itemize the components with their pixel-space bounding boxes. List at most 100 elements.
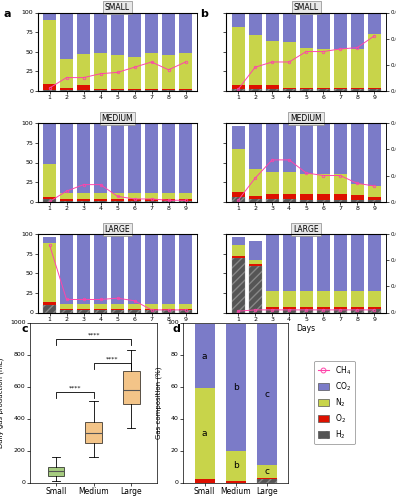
Bar: [334, 235, 346, 292]
Bar: [351, 307, 364, 308]
Bar: [368, 307, 381, 308]
Bar: [351, 88, 364, 89]
Bar: [77, 199, 90, 201]
Bar: [334, 194, 346, 200]
Bar: [249, 85, 261, 89]
Bar: [43, 20, 56, 84]
Bar: [60, 310, 73, 312]
Bar: [94, 201, 107, 202]
Text: c: c: [264, 467, 269, 476]
Bar: [162, 12, 175, 56]
Bar: [283, 42, 295, 88]
PathPatch shape: [123, 370, 140, 404]
Bar: [43, 236, 56, 243]
PathPatch shape: [85, 422, 102, 442]
Bar: [179, 310, 192, 312]
Bar: [283, 89, 295, 90]
Bar: [351, 89, 364, 90]
Bar: [179, 199, 192, 201]
Bar: [334, 307, 346, 308]
Bar: [300, 124, 312, 174]
Bar: [317, 12, 329, 49]
Y-axis label: Daily gas production (mL): Daily gas production (mL): [0, 358, 4, 448]
Bar: [232, 192, 244, 197]
Bar: [94, 308, 107, 310]
Bar: [232, 197, 244, 202]
Bar: [43, 197, 56, 199]
Bar: [368, 34, 381, 88]
Bar: [351, 124, 364, 184]
Bar: [77, 85, 90, 90]
Bar: [317, 194, 329, 200]
Bar: [232, 126, 244, 149]
Bar: [283, 308, 295, 312]
Bar: [266, 235, 278, 292]
Bar: [128, 308, 141, 310]
Bar: [77, 124, 90, 193]
Bar: [162, 56, 175, 89]
Bar: [334, 308, 346, 312]
Bar: [179, 304, 192, 308]
Bar: [232, 258, 244, 312]
Bar: [162, 124, 175, 193]
Bar: [94, 310, 107, 312]
Bar: [249, 169, 261, 196]
Bar: [162, 308, 175, 310]
Bar: [249, 266, 261, 312]
Bar: [232, 149, 244, 192]
Bar: [128, 12, 141, 57]
Text: ****: ****: [106, 356, 119, 362]
Bar: [77, 308, 90, 310]
Bar: [194, 324, 215, 388]
Bar: [60, 308, 73, 310]
Bar: [266, 194, 278, 199]
Bar: [266, 199, 278, 202]
Bar: [368, 308, 381, 312]
X-axis label: Days: Days: [297, 324, 316, 334]
Bar: [266, 40, 278, 85]
Title: MEDIUM: MEDIUM: [290, 114, 322, 122]
Text: d: d: [172, 324, 180, 334]
Text: ****: ****: [69, 386, 81, 390]
Bar: [249, 196, 261, 199]
Bar: [111, 12, 124, 56]
Bar: [257, 465, 277, 477]
Bar: [179, 201, 192, 202]
Title: SMALL: SMALL: [293, 2, 319, 12]
Bar: [111, 124, 124, 193]
Bar: [194, 388, 215, 480]
Bar: [334, 49, 346, 88]
Bar: [128, 124, 141, 193]
Bar: [300, 292, 312, 307]
Bar: [145, 199, 158, 201]
Text: a: a: [202, 352, 208, 360]
Bar: [60, 235, 73, 304]
Bar: [77, 304, 90, 308]
Bar: [317, 88, 329, 89]
Bar: [317, 308, 329, 312]
Bar: [60, 199, 73, 201]
Bar: [283, 124, 295, 172]
Bar: [334, 174, 346, 194]
Bar: [317, 235, 329, 292]
Bar: [60, 14, 73, 59]
Bar: [77, 193, 90, 199]
PathPatch shape: [48, 468, 65, 476]
Bar: [300, 89, 312, 90]
Bar: [368, 88, 381, 89]
Bar: [283, 235, 295, 292]
Bar: [368, 12, 381, 34]
Bar: [334, 89, 346, 90]
Bar: [226, 324, 246, 450]
Bar: [128, 310, 141, 312]
Bar: [145, 12, 158, 53]
Text: c: c: [264, 390, 269, 399]
Bar: [43, 14, 56, 20]
Bar: [77, 54, 90, 85]
Bar: [368, 124, 381, 186]
Bar: [368, 200, 381, 202]
Title: LARGE: LARGE: [105, 224, 130, 234]
Bar: [128, 201, 141, 202]
Bar: [317, 89, 329, 90]
Bar: [283, 194, 295, 199]
